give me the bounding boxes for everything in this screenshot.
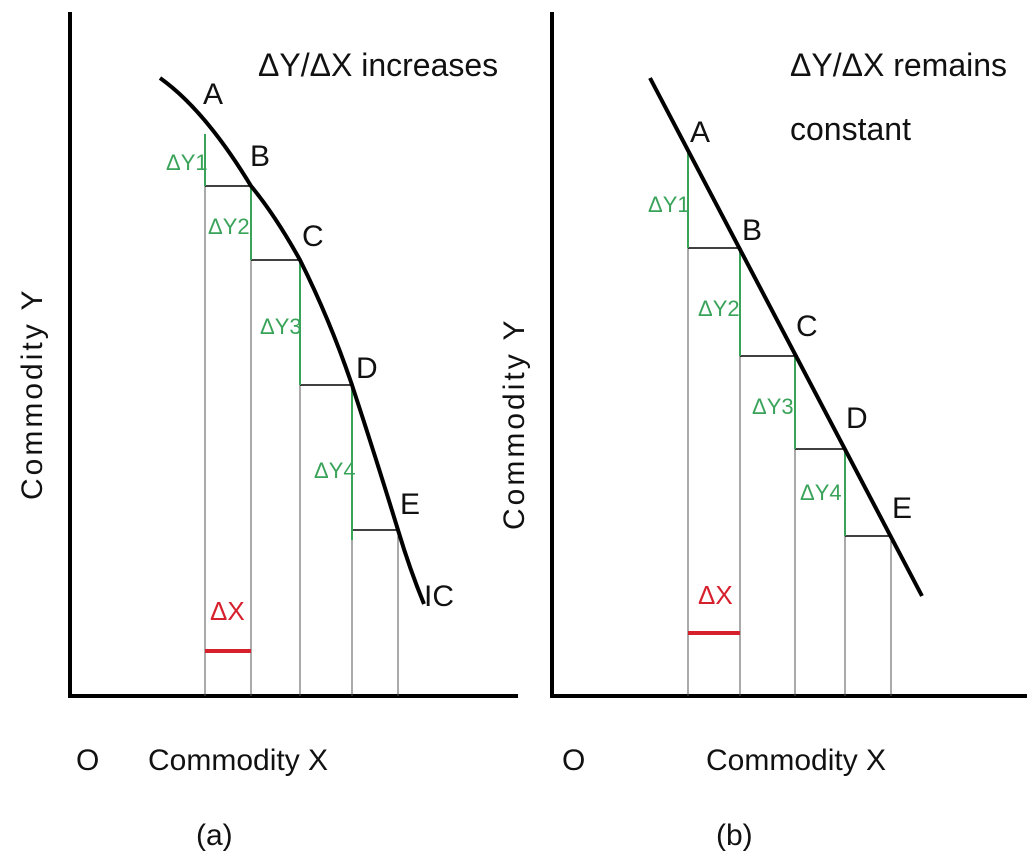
y-axis-title-a: Commodity Y <box>16 287 49 500</box>
delta-y-label-a-4: ΔY4 <box>314 458 356 483</box>
x-axis-title-a: Commodity X <box>148 744 328 777</box>
origin-label-b: O <box>562 744 585 777</box>
delta-y-label-a-3: ΔY3 <box>260 314 302 339</box>
point-label-b-E: E <box>892 492 912 525</box>
caption-b: (b) <box>716 819 753 852</box>
delta-y-label-b-1: ΔY1 <box>648 192 690 217</box>
point-label-b-D: D <box>846 402 868 435</box>
annotation-b-line2: constant <box>790 111 911 147</box>
delta-y-label-b-4: ΔY4 <box>800 480 842 505</box>
delta-y-label-b-3: ΔY3 <box>752 394 794 419</box>
delta-y-label-b-2: ΔY2 <box>698 296 740 321</box>
y-axis-title-b: Commodity Y <box>498 317 531 530</box>
annotation-a: ΔY/ΔX increases <box>258 47 498 83</box>
caption-a: (a) <box>196 819 233 852</box>
point-label-a-E: E <box>400 488 420 521</box>
delta-x-label-b: ΔX <box>698 580 733 610</box>
point-label-a-D: D <box>356 352 378 385</box>
origin-label-a: O <box>76 744 99 777</box>
point-label-b-A: A <box>690 116 710 149</box>
delta-y-label-a-1: ΔY1 <box>166 150 208 175</box>
straight-line-b <box>648 77 924 597</box>
panel-b: A B C D E ΔY1 ΔY2 ΔY3 ΔY4 ΔX ΔY/ΔX remai… <box>498 12 1027 852</box>
panel-a: A B C D E IC ΔY1 ΔY2 ΔY3 ΔY4 ΔX ΔY/ΔX in… <box>16 12 518 852</box>
x-axis-title-b: Commodity X <box>706 744 886 777</box>
curve-label-a: IC <box>424 580 454 613</box>
point-label-a-A: A <box>203 78 223 111</box>
point-label-a-B: B <box>250 140 270 173</box>
point-label-a-C: C <box>302 220 324 253</box>
delta-y-label-a-2: ΔY2 <box>208 214 250 239</box>
indifference-curve-a <box>158 76 426 605</box>
point-label-b-B: B <box>742 214 762 247</box>
delta-x-label-a: ΔX <box>210 596 245 626</box>
annotation-b-line1: ΔY/ΔX remains <box>790 47 1007 83</box>
point-label-b-C: C <box>796 310 818 343</box>
